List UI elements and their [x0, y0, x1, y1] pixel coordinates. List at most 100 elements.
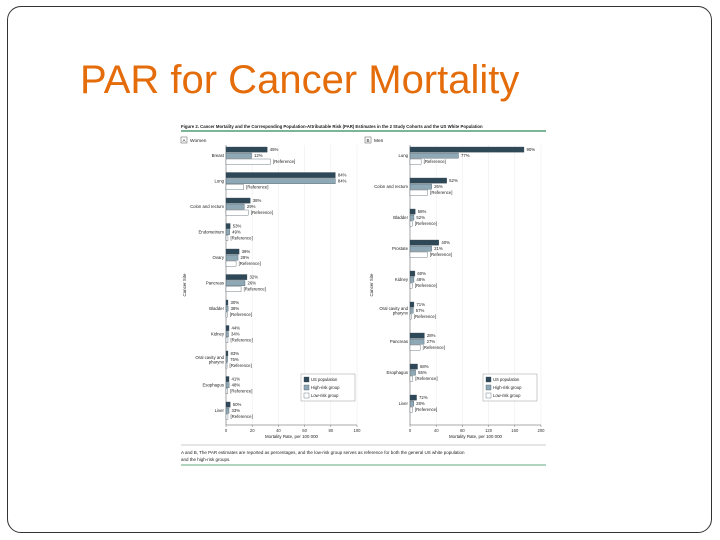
- x-tick-label: 80: [460, 428, 465, 433]
- data-label: 40%: [441, 240, 450, 245]
- bar: [225, 388, 228, 394]
- category-label: Bladder: [209, 306, 224, 311]
- bar: [409, 220, 413, 227]
- bar: [409, 313, 412, 320]
- legend-label: High-risk group: [493, 385, 522, 390]
- bar: [409, 301, 415, 308]
- data-label: 71%: [416, 302, 425, 307]
- bar: [225, 401, 231, 408]
- bar: [409, 332, 425, 339]
- bar: [409, 394, 417, 401]
- data-label: 48%: [416, 277, 425, 282]
- legend-swatch: [485, 384, 492, 391]
- bar: [225, 184, 244, 190]
- category-label: Liver: [399, 401, 409, 406]
- data-label: 28%: [416, 401, 425, 406]
- data-label: 44%: [232, 326, 241, 331]
- data-label: 27%: [427, 339, 436, 344]
- panel-label-box: [364, 136, 372, 144]
- data-label: 32%: [249, 275, 258, 280]
- data-label: 38%: [253, 198, 262, 203]
- data-label: 52%: [416, 215, 425, 220]
- x-tick-label: 0: [225, 428, 228, 433]
- data-label: [Reference]: [230, 363, 252, 368]
- bar: [409, 183, 432, 190]
- bar: [409, 251, 428, 258]
- x-tick-label: 0: [409, 428, 412, 433]
- x-tick-label: 120: [485, 428, 493, 433]
- bar: [225, 311, 228, 318]
- legend-label: US population: [493, 377, 520, 382]
- bar: [409, 208, 416, 215]
- legend-swatch: [303, 392, 310, 399]
- data-label: [Reference]: [424, 159, 446, 164]
- bar: [409, 375, 413, 382]
- bar: [409, 344, 421, 351]
- data-label: [Reference]: [273, 159, 295, 164]
- data-label: 38%: [231, 306, 240, 311]
- data-label: 57%: [416, 308, 425, 313]
- data-label: 68%: [420, 364, 429, 369]
- bar: [225, 209, 249, 216]
- bar: [409, 363, 418, 370]
- panel-men: B Men 0 40 80 120 160 200 Mortality Rate, per 10…: [364, 136, 545, 439]
- bar: [409, 406, 413, 413]
- data-label: [Reference]: [230, 389, 252, 394]
- data-label: 48%: [232, 383, 241, 388]
- data-label: [Reference]: [430, 252, 452, 257]
- bar: [225, 331, 229, 337]
- bar: [225, 248, 240, 255]
- data-label: [Reference]: [415, 407, 437, 412]
- bar: [225, 172, 336, 178]
- data-label: [Reference]: [430, 190, 452, 195]
- data-label: [Reference]: [230, 312, 252, 317]
- bar: [409, 158, 422, 165]
- data-label: 84%: [338, 173, 347, 178]
- bar: [225, 362, 228, 369]
- legend-swatch: [485, 376, 492, 383]
- bar: [409, 270, 416, 277]
- category-label: Esophagus: [202, 383, 224, 388]
- legend-label: High-risk group: [311, 385, 340, 390]
- panel-title: Women: [190, 138, 207, 144]
- bar: [225, 254, 239, 261]
- data-label: [Reference]: [423, 345, 445, 350]
- legend-label: Low-risk group: [493, 393, 521, 398]
- bar: [409, 400, 414, 407]
- category-label: pharynx: [209, 359, 225, 364]
- category-label: Esophagus: [386, 370, 408, 375]
- bar: [409, 307, 414, 314]
- legend-swatch: [303, 384, 310, 391]
- bar: [225, 260, 237, 267]
- data-label: 33%: [232, 408, 241, 413]
- category-label: Lung: [214, 179, 224, 184]
- data-label: 53%: [233, 224, 242, 229]
- category-label: pharynx: [393, 310, 409, 315]
- data-label: [Reference]: [415, 221, 437, 226]
- bar: [225, 325, 230, 331]
- bar: [225, 280, 246, 286]
- data-label: 30%: [230, 300, 239, 305]
- data-label: [Reference]: [251, 210, 273, 215]
- bar: [409, 189, 428, 196]
- legend-box: [482, 373, 538, 402]
- bar: [409, 276, 415, 283]
- data-label: 90%: [526, 147, 535, 152]
- data-label: 60%: [417, 271, 426, 276]
- data-label: 52%: [449, 178, 458, 183]
- legend-swatch: [303, 376, 310, 383]
- category-label: Colon and rectum: [374, 184, 408, 189]
- bar: [225, 178, 336, 184]
- category-label: Prostate: [392, 246, 409, 251]
- bar: [409, 338, 425, 345]
- legend-box: [300, 373, 356, 402]
- data-label: 21%: [434, 246, 443, 251]
- data-label: 75%: [230, 357, 239, 362]
- bar: [225, 223, 231, 229]
- x-tick-label: 80: [328, 428, 333, 433]
- panel-women: A Women 0 20 40 60 80 100 Mortality Rate, per 10…: [180, 136, 361, 439]
- category-label: Kidney: [211, 332, 225, 337]
- bar: [225, 299, 229, 306]
- bar: [225, 356, 228, 363]
- bar: [225, 203, 245, 210]
